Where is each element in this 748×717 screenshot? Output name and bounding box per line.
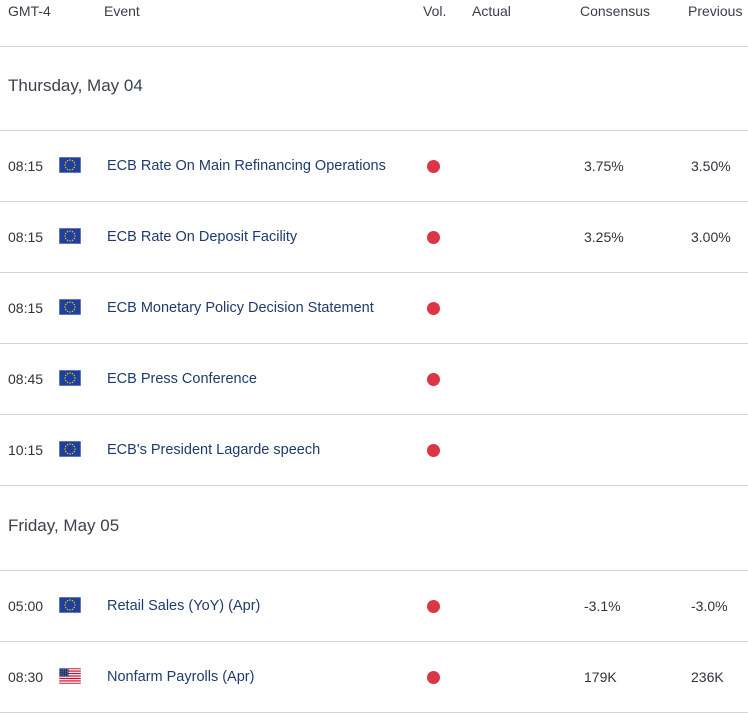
event-time: 10:15 [8, 442, 44, 458]
event-name[interactable]: ECB Monetary Policy Decision Statement [107, 300, 374, 316]
event-time: 08:30 [8, 669, 44, 685]
event-name[interactable]: ECB Rate On Deposit Facility [107, 229, 298, 245]
eu-flag-icon [59, 228, 81, 244]
timezone-label[interactable]: GMT-4 [8, 3, 51, 19]
high-volatility-icon [427, 302, 440, 315]
event-name[interactable]: Retail Sales (YoY) (Apr) [107, 598, 261, 614]
day-label: Thursday, May 04 [8, 76, 143, 95]
event-row[interactable]: 05:00 Retail Sales (YoY) (Apr) -3.1% -3.0% [0, 571, 748, 642]
event-row[interactable]: 08:15 ECB Monetary Policy Decision Statem… [0, 273, 748, 344]
previous-value: -3.0% [691, 598, 728, 614]
eu-flag-icon [59, 441, 81, 457]
event-time: 08:15 [8, 300, 44, 316]
event-name[interactable]: ECB's President Lagarde speech [107, 442, 321, 458]
volatility-column-header: Vol. [423, 3, 447, 19]
previous-value: 236K [691, 669, 724, 685]
consensus-value: 3.25% [584, 229, 624, 245]
eu-flag-icon [59, 597, 81, 613]
event-row[interactable]: 08:30 Nonfarm Payrolls (Apr) 179K 236K [0, 642, 748, 713]
event-time: 08:15 [8, 229, 44, 245]
event-row[interactable]: 08:15 ECB Rate On Main Refinancing Operat… [0, 131, 748, 202]
event-name[interactable]: Nonfarm Payrolls (Apr) [107, 669, 255, 685]
event-row[interactable]: 10:15 ECB's President Lagarde speech [0, 415, 748, 486]
day-label: Friday, May 05 [8, 516, 120, 535]
previous-value: 3.00% [691, 229, 731, 245]
event-time: 08:45 [8, 371, 44, 387]
event-name[interactable]: ECB Press Conference [107, 371, 257, 387]
event-row[interactable]: 08:15 ECB Rate On Deposit Facility 3.25% 3.… [0, 202, 748, 273]
high-volatility-icon [427, 231, 440, 244]
high-volatility-icon [427, 444, 440, 457]
eu-flag-icon [59, 157, 81, 173]
actual-column-header: Actual [472, 3, 511, 19]
eu-flag-icon [59, 370, 81, 386]
high-volatility-icon [427, 160, 440, 173]
high-volatility-icon [427, 671, 440, 684]
event-name[interactable]: ECB Rate On Main Refinancing Operations [107, 158, 386, 174]
high-volatility-icon [427, 373, 440, 386]
previous-column-header: Previous [688, 3, 743, 19]
us-flag-icon [59, 668, 81, 684]
event-row[interactable]: 08:45 ECB Press Conference [0, 344, 748, 415]
day-heading: Friday, May 05 [0, 486, 748, 571]
consensus-value: 3.75% [584, 158, 624, 174]
calendar-header: GMT-4 Event Vol. Actual Consensus Previo… [0, 0, 748, 47]
eu-flag-icon [59, 299, 81, 315]
high-volatility-icon [427, 600, 440, 613]
consensus-column-header: Consensus [580, 3, 651, 19]
event-time: 05:00 [8, 598, 44, 614]
consensus-value: -3.1% [584, 598, 621, 614]
consensus-value: 179K [584, 669, 617, 685]
day-heading: Thursday, May 04 [0, 46, 748, 131]
event-column-header: Event [104, 3, 140, 19]
event-time: 08:15 [8, 158, 44, 174]
previous-value: 3.50% [691, 158, 731, 174]
